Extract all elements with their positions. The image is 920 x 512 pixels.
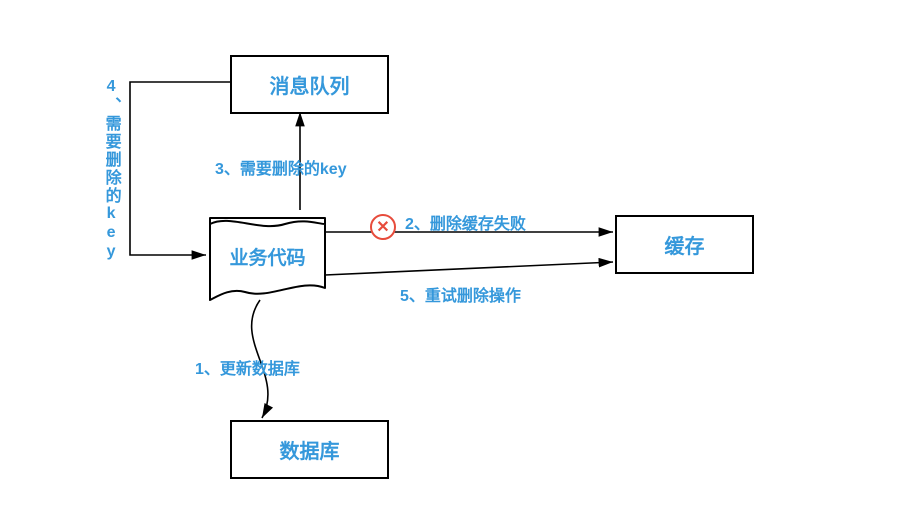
db-label: 数据库 <box>280 435 340 464</box>
biz-node: 业务代码 <box>210 218 325 288</box>
db-node: 数据库 <box>230 420 389 479</box>
mq-node: 消息队列 <box>230 55 389 114</box>
edge-5-label: 5、重试删除操作 <box>400 282 521 306</box>
edge-5 <box>325 262 613 275</box>
cache-label: 缓存 <box>665 230 705 259</box>
edge-3-label: 3、需要删除的key <box>215 155 347 179</box>
biz-label: 业务代码 <box>229 243 305 270</box>
edge-1-label: 1、更新数据库 <box>195 355 300 379</box>
fail-icon: ✕ <box>370 214 396 240</box>
cache-node: 缓存 <box>615 215 754 274</box>
edge-2-label: 2、删除缓存失败 <box>405 210 526 234</box>
edge-4-label: 4、需要删除的key <box>102 78 120 262</box>
mq-label: 消息队列 <box>270 70 350 99</box>
diagram-lines <box>0 0 920 512</box>
